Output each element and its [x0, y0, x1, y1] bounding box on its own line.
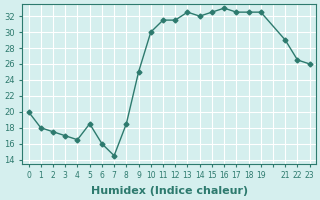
- X-axis label: Humidex (Indice chaleur): Humidex (Indice chaleur): [91, 186, 248, 196]
